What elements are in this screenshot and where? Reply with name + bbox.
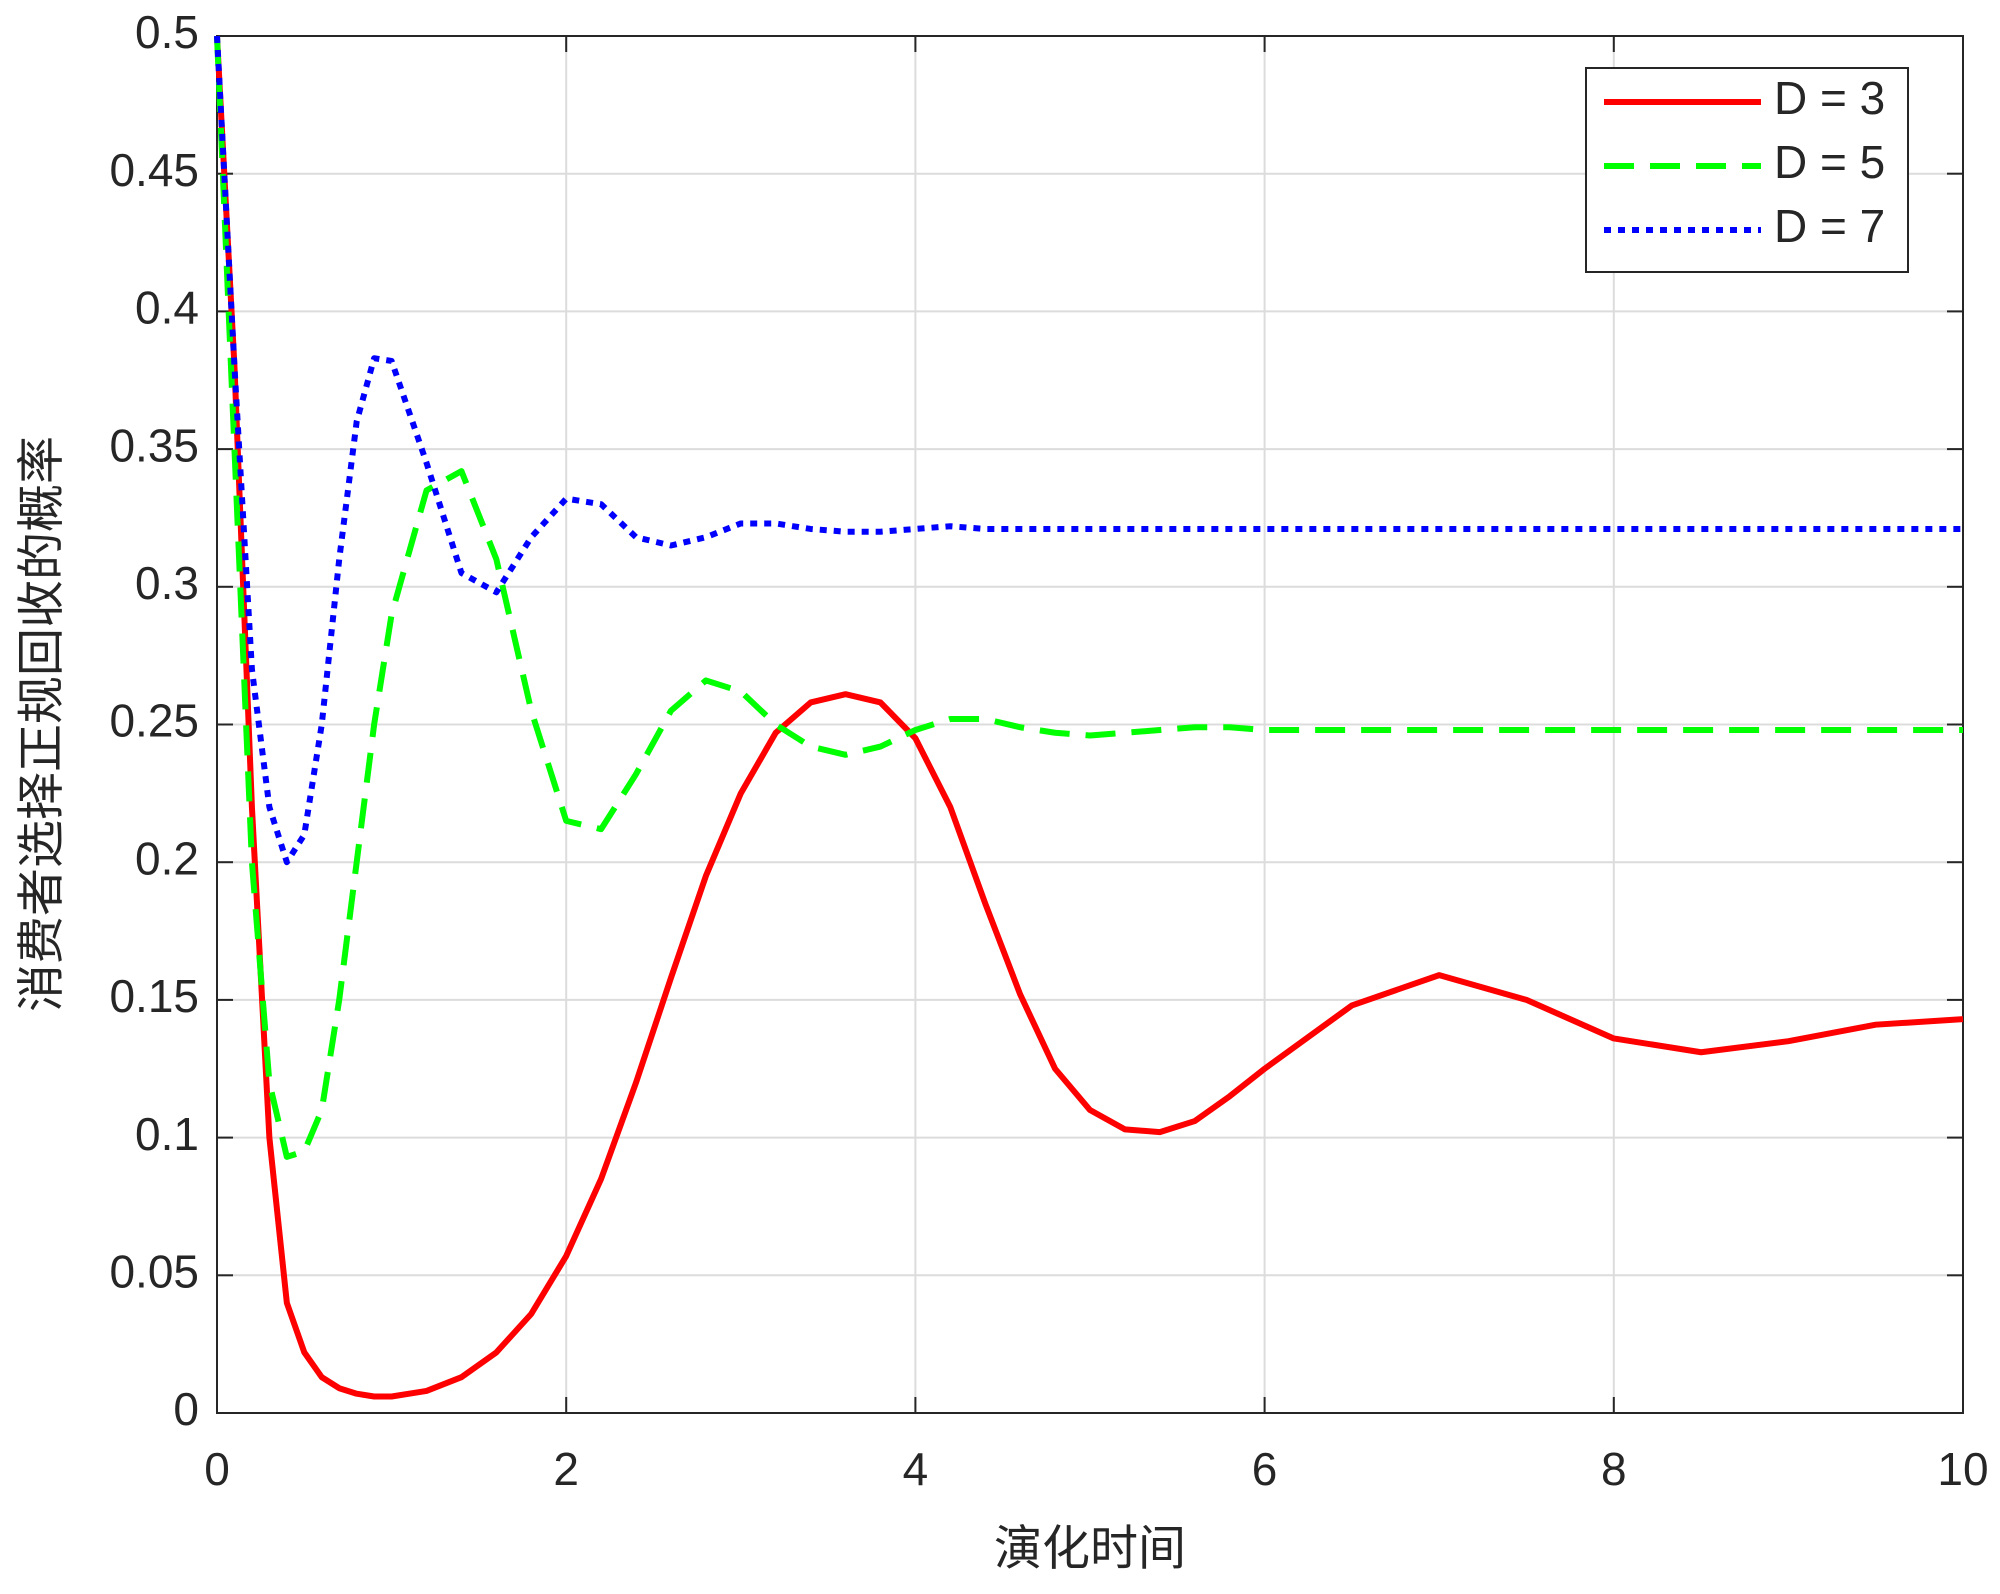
x-tick-label: 2 bbox=[553, 1443, 579, 1495]
legend-label: D = 7 bbox=[1774, 200, 1885, 252]
plot-frame bbox=[216, 35, 1964, 1414]
y-tick-label: 0.1 bbox=[135, 1108, 199, 1160]
legend-label: D = 5 bbox=[1774, 136, 1885, 188]
y-tick-label: 0.35 bbox=[109, 419, 199, 471]
y-tick-label: 0.2 bbox=[135, 832, 199, 884]
x-axis-label: 演化时间 bbox=[994, 1521, 1186, 1577]
y-tick-label: 0.3 bbox=[135, 557, 199, 609]
legend-label: D = 3 bbox=[1774, 72, 1885, 124]
y-tick-label: 0.45 bbox=[109, 144, 199, 196]
y-tick-label: 0.05 bbox=[109, 1245, 199, 1297]
data-line bbox=[214, 35, 1963, 1160]
x-tick-label: 4 bbox=[903, 1443, 929, 1495]
data-line bbox=[214, 35, 1963, 866]
y-tick-label: 0.25 bbox=[109, 695, 199, 747]
x-tick-label: 8 bbox=[1601, 1443, 1627, 1495]
y-tick-label: 0.4 bbox=[135, 282, 199, 334]
y-tick-label: 0.5 bbox=[135, 6, 199, 58]
y-axis-label: 消费者选择正规回收的概率 bbox=[14, 436, 70, 1012]
data-line bbox=[214, 35, 1964, 1400]
y-tick-label: 0.15 bbox=[109, 970, 199, 1022]
y-tick-label: 0 bbox=[173, 1383, 199, 1435]
x-tick-label: 0 bbox=[204, 1443, 230, 1495]
x-tick-label: 6 bbox=[1252, 1443, 1278, 1495]
x-tick-label: 10 bbox=[1937, 1443, 1988, 1495]
